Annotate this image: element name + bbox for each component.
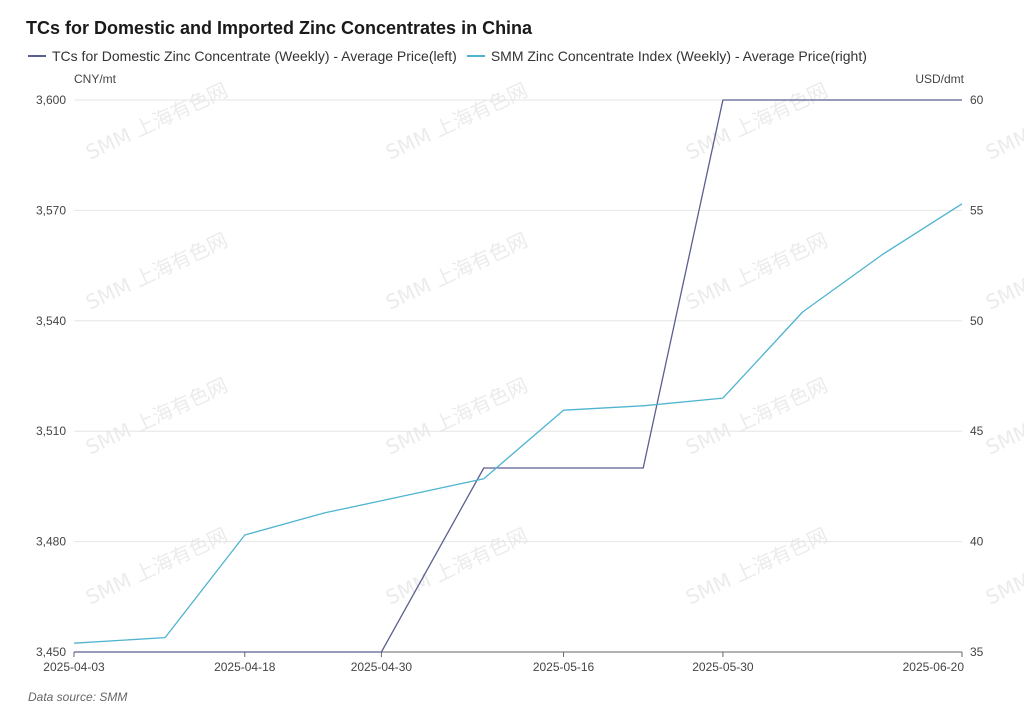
watermark-text: SMM 上海有色网	[682, 228, 831, 315]
x-tick-label: 2025-06-20	[903, 660, 965, 674]
watermark-text: SMM 上海有色网	[982, 373, 1024, 460]
watermark-text: SMM 上海有色网	[82, 78, 231, 165]
watermark-text: SMM 上海有色网	[82, 523, 231, 610]
x-tick-label: 2025-04-03	[43, 660, 105, 674]
watermark-text: SMM 上海有色网	[682, 373, 831, 460]
chart-legend: TCs for Domestic Zinc Concentrate (Weekl…	[28, 48, 877, 64]
x-tick-label: 2025-04-30	[351, 660, 413, 674]
left-tick-label: 3,480	[36, 535, 66, 549]
watermark-text: SMM 上海有色网	[382, 523, 531, 610]
watermark-text: SMM 上海有色网	[982, 523, 1024, 610]
data-source: Data source: SMM	[28, 690, 128, 704]
watermark-text: SMM 上海有色网	[382, 78, 531, 165]
left-axis-unit: CNY/mt	[74, 72, 116, 86]
watermark-text: SMM 上海有色网	[682, 78, 831, 165]
watermark-text: SMM 上海有色网	[382, 228, 531, 315]
right-axis-ticks: 35 40 45 50 55 60	[970, 93, 984, 659]
left-tick-label: 3,540	[36, 314, 66, 328]
watermark-text: SMM 上海有色网	[682, 523, 831, 610]
watermark-text: SMM 上海有色网	[82, 373, 231, 460]
right-tick-label: 40	[970, 535, 984, 549]
watermark-text: SMM 上海有色网	[982, 78, 1024, 165]
watermark-text: SMM 上海有色网	[982, 228, 1024, 315]
x-axis-ticks: 2025-04-03 2025-04-18 2025-04-30 2025-05-16…	[43, 652, 964, 674]
right-tick-label: 50	[970, 314, 984, 328]
watermark-text: SMM 上海有色网	[82, 228, 231, 315]
right-tick-label: 35	[970, 645, 984, 659]
series-lines	[73, 99, 963, 653]
left-axis-ticks: 3,450 3,480 3,510 3,540 3,570 3,600	[36, 93, 66, 659]
watermark-text: SMM 上海有色网	[382, 373, 531, 460]
x-tick-label: 2025-04-18	[214, 660, 276, 674]
left-tick-label: 3,600	[36, 93, 66, 107]
x-tick-label: 2025-05-16	[533, 660, 595, 674]
legend-item-zinc-index[interactable]: SMM Zinc Concentrate Index (Weekly) - Av…	[466, 48, 867, 64]
left-tick-label: 3,450	[36, 645, 66, 659]
x-tick-label: 2025-05-30	[692, 660, 754, 674]
watermark-layer: SMM 上海有色网 SMM 上海有色网 SMM 上海有色网 SMM 上海有色网 SMM …	[82, 78, 1024, 610]
right-tick-label: 55	[970, 203, 984, 217]
legend-label-zinc-index: SMM Zinc Concentrate Index (Weekly) - Av…	[490, 48, 867, 64]
series-line-zinc-index[interactable]	[73, 203, 963, 644]
chart-title: TCs for Domestic and Imported Zinc Conce…	[26, 18, 533, 38]
right-axis-unit: USD/dmt	[915, 72, 964, 86]
right-tick-label: 60	[970, 93, 984, 107]
legend-item-domestic-tc[interactable]: TCs for Domestic Zinc Concentrate (Weekl…	[28, 48, 457, 64]
left-tick-label: 3,510	[36, 424, 66, 438]
legend-label-domestic-tc: TCs for Domestic Zinc Concentrate (Weekl…	[52, 48, 457, 64]
left-tick-label: 3,570	[36, 203, 66, 217]
legend-swatch-domestic-tc	[28, 55, 46, 57]
series-line-domestic-tc[interactable]	[74, 99, 962, 653]
legend-swatch-zinc-index	[466, 55, 485, 57]
right-tick-label: 45	[970, 424, 984, 438]
